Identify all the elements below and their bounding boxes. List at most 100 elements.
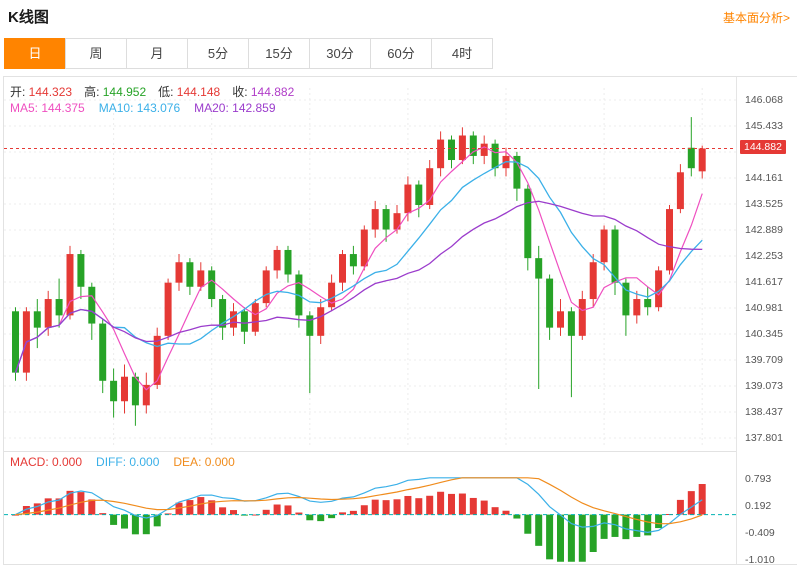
tab-4时[interactable]: 4时	[431, 38, 493, 69]
macd-bar	[567, 514, 575, 562]
timeframe-tab-bar: 日周月 5分 15分 30分 60分 4时	[4, 38, 493, 69]
ohlc-row-close: 收: 144.882	[232, 85, 295, 99]
macd-bar	[22, 506, 30, 515]
candle-body	[77, 254, 85, 287]
candle-body	[655, 270, 663, 308]
macd-bar	[524, 514, 532, 534]
macd-bar	[535, 514, 543, 546]
y-axis-label: 139.073	[745, 379, 783, 392]
macd-bar	[578, 514, 586, 562]
candle-body	[404, 184, 412, 214]
macd-bar	[77, 492, 85, 515]
candle-body	[567, 311, 575, 336]
panel-divider	[4, 451, 796, 452]
macd-bar	[437, 491, 445, 515]
candle-body	[666, 209, 673, 271]
macd-bar	[88, 499, 96, 515]
macd-bar	[502, 510, 510, 515]
candle-body	[513, 155, 521, 189]
dea-line	[15, 477, 703, 525]
candle-body	[131, 376, 139, 406]
candle-body	[589, 262, 597, 300]
candle-body	[349, 254, 357, 267]
ma10-line	[14, 161, 703, 373]
macd-axis-label: -0.409	[745, 526, 775, 539]
ma-row-ma5: MA5: 144.375	[10, 101, 85, 115]
macd-bar	[415, 498, 423, 515]
candle-body	[622, 282, 630, 316]
candle-body	[393, 213, 401, 230]
fundamental-analysis-link[interactable]: 基本面分析>	[722, 11, 790, 25]
macd-bar	[142, 514, 150, 535]
macd-axis-label: -1.010	[745, 553, 775, 566]
macd-row-dea: DEA: 0.000	[173, 455, 235, 469]
candle-body	[197, 270, 205, 287]
macd-bar	[284, 505, 292, 515]
macd-bar	[66, 490, 74, 515]
tab-30分[interactable]: 30分	[309, 38, 371, 69]
macd-bar	[317, 514, 325, 522]
tab-周[interactable]: 周	[65, 38, 127, 69]
macd-bar	[240, 514, 248, 516]
candle-body	[339, 254, 346, 283]
tab-日[interactable]: 日	[4, 38, 66, 69]
macd-row-macd: MACD: 0.000	[10, 455, 83, 469]
tab-60分[interactable]: 60分	[370, 38, 432, 69]
diff-line	[15, 477, 703, 534]
macd-bar	[33, 503, 41, 515]
candle-body	[600, 229, 608, 263]
macd-bar	[153, 514, 161, 527]
candle-body	[55, 299, 63, 316]
candle-body	[437, 139, 445, 169]
page-title: K线图	[8, 9, 49, 26]
candlestick-chart[interactable]	[4, 77, 736, 451]
macd-bar	[546, 514, 554, 560]
candle-body	[328, 282, 336, 308]
candle-body	[676, 172, 684, 210]
macd-chart[interactable]	[4, 453, 736, 563]
candle-body	[611, 229, 619, 283]
y-axis-label: 143.525	[745, 197, 783, 210]
macd-bar	[273, 504, 281, 515]
candle-body	[480, 143, 488, 156]
macd-bar	[655, 514, 663, 529]
candle-body	[644, 299, 652, 308]
chart-container: 开: 144.323 高: 144.952 低: 144.148 收: 144.882…	[3, 76, 798, 566]
candle-body	[535, 258, 543, 279]
ohlc-row-open: 开: 144.323	[10, 85, 73, 99]
macd-info-row: MACD: 0.000 DIFF: 0.000 DEA: 0.000	[10, 455, 249, 469]
candle-body	[12, 311, 19, 373]
candle-body	[524, 188, 532, 259]
macd-bar	[458, 493, 466, 515]
macd-bar	[55, 498, 63, 515]
candle-body	[164, 282, 172, 336]
y-axis-label: 142.253	[745, 249, 783, 262]
tab-月[interactable]: 月	[126, 38, 188, 69]
macd-bar	[208, 500, 216, 515]
macd-bar	[339, 512, 346, 515]
macd-bar	[219, 507, 227, 515]
candle-body	[578, 299, 586, 336]
candle-body	[66, 254, 74, 316]
macd-bar	[513, 514, 521, 519]
macd-bar	[698, 484, 706, 515]
price-axis: 146.068 145.433 144.161 143.525 142.889 142.2…	[736, 77, 798, 566]
candle-body	[633, 299, 641, 316]
macd-bar	[360, 505, 368, 515]
tab-15分[interactable]: 15分	[248, 38, 310, 69]
candle-body	[230, 311, 237, 328]
candle-body	[240, 311, 248, 332]
y-axis-label: 139.709	[745, 353, 783, 366]
candle-body	[426, 168, 434, 205]
y-axis-label: 138.437	[745, 405, 783, 418]
candle-body	[317, 307, 325, 336]
tab-5分[interactable]: 5分	[187, 38, 249, 69]
y-axis-label: 146.068	[745, 94, 783, 106]
macd-bar	[480, 500, 488, 515]
macd-bar	[230, 510, 237, 515]
candle-body	[469, 135, 477, 156]
candle-body	[110, 380, 118, 402]
macd-bar	[110, 514, 118, 525]
macd-bar	[186, 500, 194, 515]
candle-body	[99, 323, 107, 381]
